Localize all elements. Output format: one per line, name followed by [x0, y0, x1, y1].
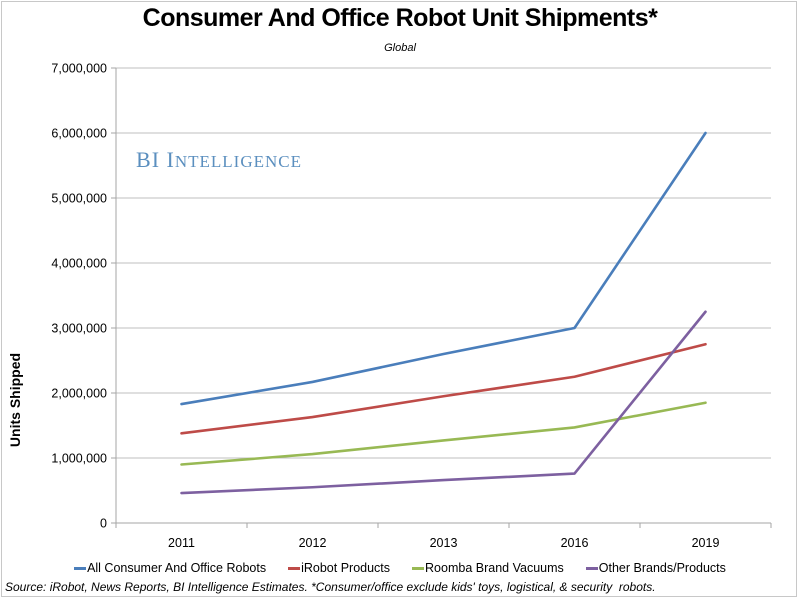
legend-item: iRobot Products [288, 559, 390, 577]
legend-label: All Consumer And Office Robots [87, 561, 267, 575]
legend-swatch [585, 566, 598, 570]
x-tick-label: 2013 [430, 536, 458, 550]
y-tick-label: 6,000,000 [51, 127, 107, 141]
series-line [180, 401, 707, 466]
y-tick-label: 0 [100, 517, 107, 531]
legend-item: Other Brands/Products [585, 559, 726, 577]
watermark-bi-intelligence: BI INTELLIGENCE [136, 147, 302, 172]
legend-item: Roomba Brand Vacuums [412, 559, 564, 577]
x-tick-label: 2016 [561, 536, 589, 550]
y-tick-label: 1,000,000 [51, 452, 107, 466]
legend-label: Roomba Brand Vacuums [425, 561, 564, 575]
series-lines [180, 131, 707, 495]
axes [115, 68, 771, 524]
gridlines [116, 67, 771, 459]
legend-label: iRobot Products [301, 561, 391, 575]
y-axis-ticks: 0 1,000,000 2,000,000 3,000,000 4,000,000 5,0… [51, 62, 116, 531]
legend-swatch [412, 566, 425, 570]
x-tick-label: 2019 [692, 536, 720, 550]
legend-swatch [74, 566, 87, 570]
x-axis-ticks: 2011 2012 2013 2016 2019 [115, 523, 772, 550]
legend-item: All Consumer And Office Robots [74, 559, 266, 577]
legend-swatch [288, 566, 301, 570]
series-line [180, 342, 707, 435]
y-tick-label: 7,000,000 [51, 62, 107, 76]
x-tick-label: 2012 [299, 536, 327, 550]
y-tick-label: 2,000,000 [51, 387, 107, 401]
y-tick-label: 5,000,000 [51, 192, 107, 206]
chart-subtitle: Global [384, 42, 416, 54]
chart-title: Consumer And Office Robot Unit Shipments… [142, 4, 658, 32]
series-line [180, 310, 707, 495]
y-tick-label: 4,000,000 [51, 257, 107, 271]
source-note: Source: iRobot, News Reports, BI Intelli… [5, 580, 656, 594]
y-tick-label: 3,000,000 [51, 322, 107, 336]
legend-label: Other Brands/Products [598, 561, 726, 575]
legend: All Consumer And Office Robots iRobot Pro… [0, 559, 800, 577]
y-axis-label: Units Shipped [7, 353, 23, 447]
x-tick-label: 2011 [168, 536, 195, 550]
